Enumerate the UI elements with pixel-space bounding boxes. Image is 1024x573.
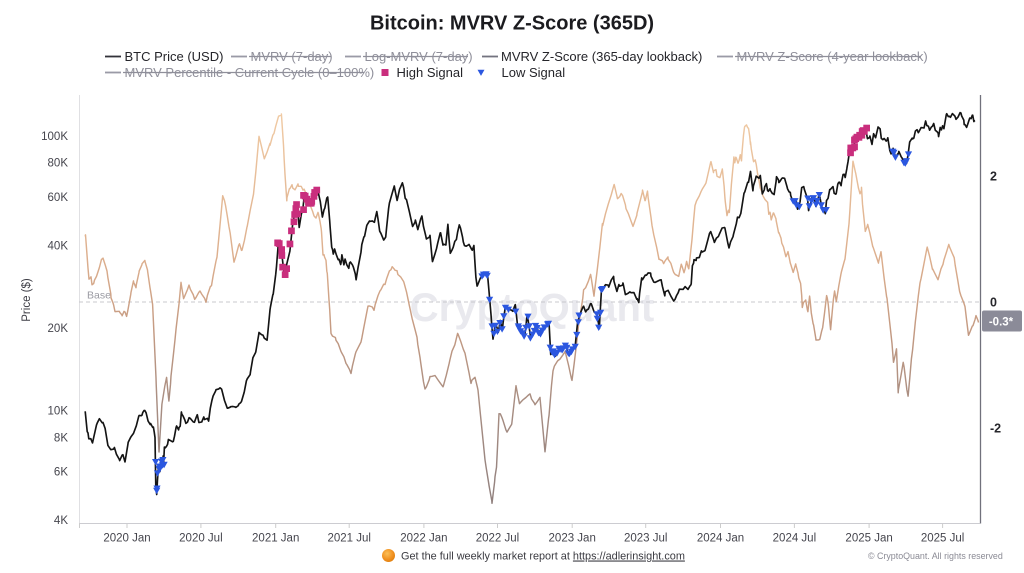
svg-text:40K: 40K bbox=[48, 240, 69, 252]
svg-text:0: 0 bbox=[990, 296, 997, 310]
svg-text:2023 Jul: 2023 Jul bbox=[624, 533, 667, 545]
svg-text:2: 2 bbox=[990, 170, 997, 184]
svg-text:© CryptoQuant. All rights rese: © CryptoQuant. All rights reserved bbox=[868, 551, 1003, 561]
svg-text:-0.3*: -0.3* bbox=[989, 317, 1014, 329]
svg-text:BTC Price (USD): BTC Price (USD) bbox=[125, 49, 224, 64]
svg-text:100K: 100K bbox=[41, 131, 68, 143]
svg-text:CryptoQuant: CryptoQuant bbox=[410, 286, 654, 330]
svg-text:Price ($): Price ($) bbox=[21, 278, 33, 322]
svg-text:Base: Base bbox=[87, 290, 111, 302]
svg-text:60K: 60K bbox=[48, 192, 69, 204]
svg-text:6K: 6K bbox=[54, 467, 68, 479]
svg-text:2023 Jan: 2023 Jan bbox=[549, 533, 596, 545]
svg-text:2022 Jul: 2022 Jul bbox=[476, 533, 519, 545]
svg-text:4K: 4K bbox=[54, 515, 68, 527]
svg-text:80K: 80K bbox=[48, 158, 69, 170]
svg-text:20K: 20K bbox=[48, 323, 69, 335]
svg-text:Get the full weekly market rep: Get the full weekly market report at htt… bbox=[401, 551, 685, 563]
svg-text:2021 Jan: 2021 Jan bbox=[252, 533, 299, 545]
svg-text:2020 Jul: 2020 Jul bbox=[179, 533, 222, 545]
svg-text:10K: 10K bbox=[48, 406, 69, 418]
svg-text:-2: -2 bbox=[990, 422, 1001, 436]
svg-text:High Signal: High Signal bbox=[397, 65, 464, 80]
svg-text:2025 Jul: 2025 Jul bbox=[921, 533, 964, 545]
svg-text:Low Signal: Low Signal bbox=[502, 65, 566, 80]
svg-text:8K: 8K bbox=[54, 432, 68, 444]
svg-text:2021 Jul: 2021 Jul bbox=[327, 533, 370, 545]
svg-text:MVRV Z-Score (365-day lookback: MVRV Z-Score (365-day lookback) bbox=[501, 49, 702, 64]
svg-text:2024 Jan: 2024 Jan bbox=[697, 533, 744, 545]
svg-text:2025 Jan: 2025 Jan bbox=[845, 533, 892, 545]
svg-text:Bitcoin: MVRV Z-Score (365D): Bitcoin: MVRV Z-Score (365D) bbox=[370, 13, 654, 35]
svg-text:2024 Jul: 2024 Jul bbox=[773, 533, 816, 545]
svg-text:2022 Jan: 2022 Jan bbox=[400, 533, 447, 545]
svg-text:2020 Jan: 2020 Jan bbox=[103, 533, 150, 545]
